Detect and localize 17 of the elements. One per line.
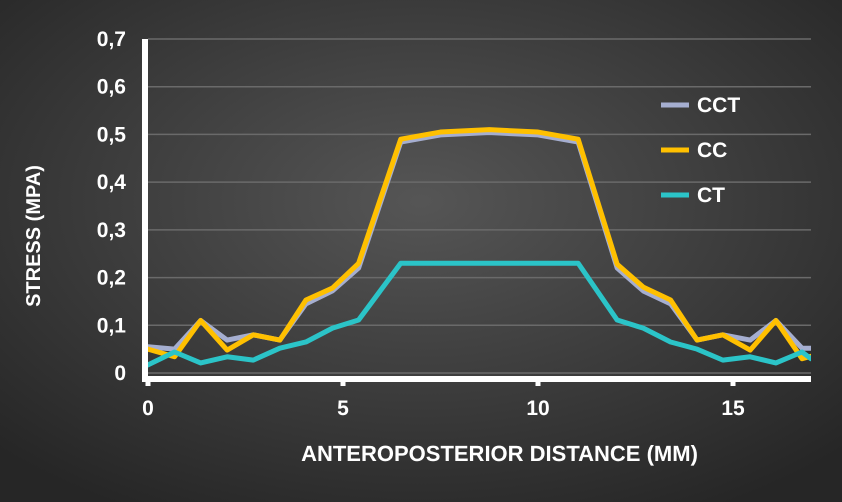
y-tick-label: 0,4 [96,171,126,194]
y-tick-label: 0,2 [96,266,126,290]
x-axis-title: ANTEROPOSTERIOR DISTANCE (MM) [301,441,698,466]
y-tick-label: 0,5 [96,123,126,146]
x-tick-label: 5 [337,397,350,420]
y-tick-label: 0,6 [96,76,126,99]
legend-label: CT [697,184,726,207]
y-tick-label: 0,7 [96,28,126,51]
y-tick-label: 0 [114,362,126,385]
legend-label: CC [697,139,728,162]
x-tick-label: 0 [142,397,154,420]
x-tick-label: 10 [526,397,550,420]
legend-label: CCT [697,94,740,117]
x-tick-label: 15 [721,397,745,420]
y-axis-title: STRESS (MPA) [23,165,45,307]
y-tick-label: 0,3 [96,218,126,242]
y-tick-label: 0,1 [96,314,126,338]
